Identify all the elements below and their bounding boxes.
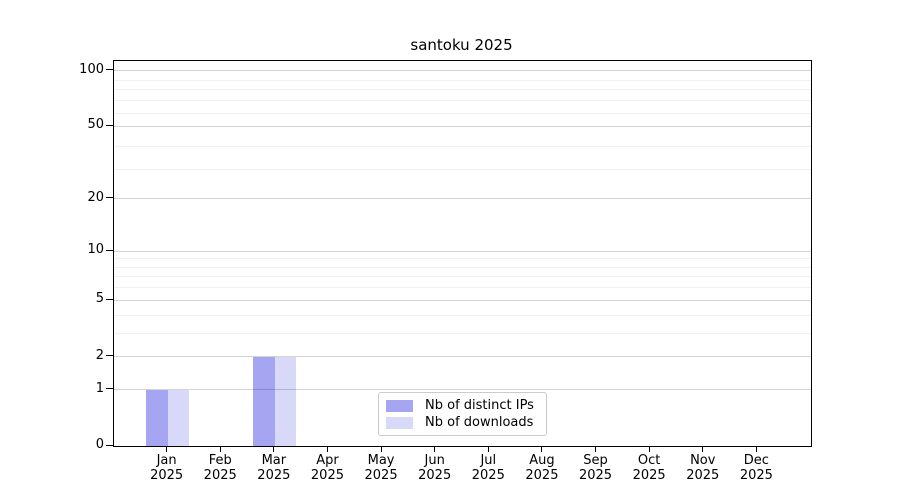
x-tick-label: Jan 2025 xyxy=(139,453,195,483)
y-tick-label: 1 xyxy=(95,380,104,396)
x-tick-label: Sep 2025 xyxy=(568,453,624,483)
legend-row: Nb of distinct IPs xyxy=(386,397,546,414)
gridline-major xyxy=(114,356,811,358)
x-tick-month: Apr xyxy=(316,453,339,468)
x-tick-year: 2025 xyxy=(578,468,613,483)
gridline-minor xyxy=(114,314,811,316)
gridline-major xyxy=(114,299,811,301)
y-tick xyxy=(106,249,113,251)
legend-swatch-downloads xyxy=(386,416,413,429)
gridline-minor xyxy=(114,145,811,147)
x-tick-month: Nov xyxy=(690,453,716,468)
y-tick-label: 50 xyxy=(87,117,104,133)
legend-label-downloads: Nb of downloads xyxy=(425,415,534,430)
y-tick xyxy=(106,69,113,71)
x-tick xyxy=(595,446,597,452)
gridline-major xyxy=(114,389,811,391)
x-tick xyxy=(326,446,328,452)
bar xyxy=(274,356,297,446)
x-tick xyxy=(755,446,757,452)
x-tick-label: Jul 2025 xyxy=(460,453,516,483)
x-tick-label: Mar 2025 xyxy=(246,453,302,483)
gridline-minor xyxy=(114,258,811,260)
x-tick-month: Feb xyxy=(208,453,232,468)
legend-swatch-distinct-ips xyxy=(386,399,413,412)
plot-area xyxy=(113,60,812,447)
gridline-minor xyxy=(114,89,811,91)
x-tick xyxy=(702,446,704,452)
gridline-minor xyxy=(114,287,811,289)
bar xyxy=(253,356,275,446)
x-tick-month: Jan xyxy=(156,453,177,468)
x-tick xyxy=(166,446,168,452)
legend: Nb of distinct IPs Nb of downloads xyxy=(378,392,547,436)
x-tick-year: 2025 xyxy=(150,468,184,483)
x-tick-year: 2025 xyxy=(471,468,505,483)
y-tick-label: 2 xyxy=(95,347,104,363)
x-tick-year: 2025 xyxy=(739,468,773,483)
gridline-major xyxy=(114,125,811,127)
x-tick xyxy=(434,446,436,452)
y-tick-label: 10 xyxy=(87,242,104,258)
bar xyxy=(167,389,190,446)
legend-row: Nb of downloads xyxy=(386,414,546,431)
gridline-minor xyxy=(114,276,811,278)
x-tick-month: Sep xyxy=(583,453,608,468)
x-tick-month: May xyxy=(367,453,395,468)
x-tick-month: Mar xyxy=(261,453,287,468)
x-tick-year: 2025 xyxy=(632,468,666,483)
y-tick xyxy=(106,197,113,198)
bar xyxy=(146,389,168,446)
x-tick xyxy=(380,446,382,452)
chart-title: santoku 2025 xyxy=(410,36,513,54)
gridline-major xyxy=(114,70,811,72)
x-tick-label: Oct 2025 xyxy=(621,453,677,483)
x-tick-year: 2025 xyxy=(364,468,398,483)
y-tick-label: 100 xyxy=(79,61,104,77)
x-tick-label: Aug 2025 xyxy=(514,453,570,483)
x-tick-label: Feb 2025 xyxy=(192,453,248,483)
y-tick-label: 0 xyxy=(95,437,104,452)
gridline-minor xyxy=(114,169,811,171)
x-tick-label: May 2025 xyxy=(353,453,409,483)
x-tick-year: 2025 xyxy=(686,468,720,483)
gridline-major xyxy=(114,250,811,252)
y-tick xyxy=(106,124,113,126)
gridline-minor xyxy=(114,112,811,114)
x-tick-month: Jun xyxy=(424,453,445,468)
x-tick xyxy=(487,446,489,452)
x-tick-month: Jul xyxy=(480,453,497,468)
x-tick-year: 2025 xyxy=(418,468,452,483)
x-tick xyxy=(541,446,543,452)
y-tick-label: 5 xyxy=(95,291,104,307)
gridline-minor xyxy=(114,100,811,102)
gridline-major xyxy=(114,198,811,199)
legend-label-distinct-ips: Nb of distinct IPs xyxy=(425,398,534,413)
x-tick-month: Oct xyxy=(637,453,661,468)
x-tick-year: 2025 xyxy=(310,468,344,483)
x-tick xyxy=(273,446,275,452)
y-tick-label: 20 xyxy=(87,189,104,205)
y-tick xyxy=(106,355,113,357)
x-tick-year: 2025 xyxy=(203,468,237,483)
x-tick-label: Nov 2025 xyxy=(675,453,731,483)
x-tick xyxy=(219,446,221,452)
y-tick xyxy=(106,444,113,446)
x-tick-month: Dec xyxy=(743,453,769,468)
x-tick-label: Apr 2025 xyxy=(299,453,355,483)
gridline-minor xyxy=(114,266,811,268)
y-tick xyxy=(106,388,113,390)
y-tick xyxy=(106,298,113,300)
x-tick-year: 2025 xyxy=(525,468,559,483)
x-tick-month: Aug xyxy=(529,453,555,468)
x-tick-label: Jun 2025 xyxy=(407,453,463,483)
x-tick-year: 2025 xyxy=(257,468,291,483)
x-tick-label: Dec 2025 xyxy=(728,453,784,483)
x-tick xyxy=(648,446,650,452)
gridline-minor xyxy=(114,332,811,334)
gridline-minor xyxy=(114,79,811,81)
